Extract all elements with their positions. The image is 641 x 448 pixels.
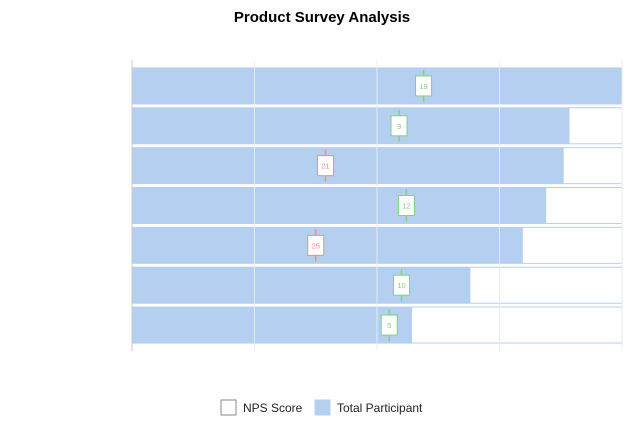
nps-value-label: 5 [387,321,391,330]
legend-item-total-participant[interactable]: Total Participant [314,399,423,416]
nps-marker [415,75,433,97]
bar [132,227,523,264]
nps-value-label: 10 [397,281,405,290]
chart-title: Product Survey Analysis [234,9,410,26]
bar [132,107,570,144]
legend-swatch-nps-score [220,399,237,416]
nps-marker [380,314,398,336]
nps-value-label: 19 [419,82,427,91]
nps-value-label: 12 [402,202,410,211]
legend-item-nps-score[interactable]: NPS Score [220,399,303,416]
bar [132,147,564,184]
nps-marker [307,234,325,256]
legend-swatch-total-participant [314,399,331,416]
nps-marker [317,155,335,177]
bar [132,187,547,224]
nps-value-label: 9 [397,122,401,131]
legend-label-total-participant: Total Participant [337,401,423,415]
nps-marker [393,274,410,296]
nps-value-label: 25 [312,241,320,250]
plot-area: 19 9 21 12 25 10 5 [131,60,623,351]
nps-value-label: 21 [321,162,329,171]
legend-label-nps-score: NPS Score [243,401,303,415]
bar [132,267,471,304]
legend: NPS Score Total Participant [220,399,423,416]
nps-marker [397,195,415,216]
nps-marker [390,115,408,137]
bar [132,307,412,344]
